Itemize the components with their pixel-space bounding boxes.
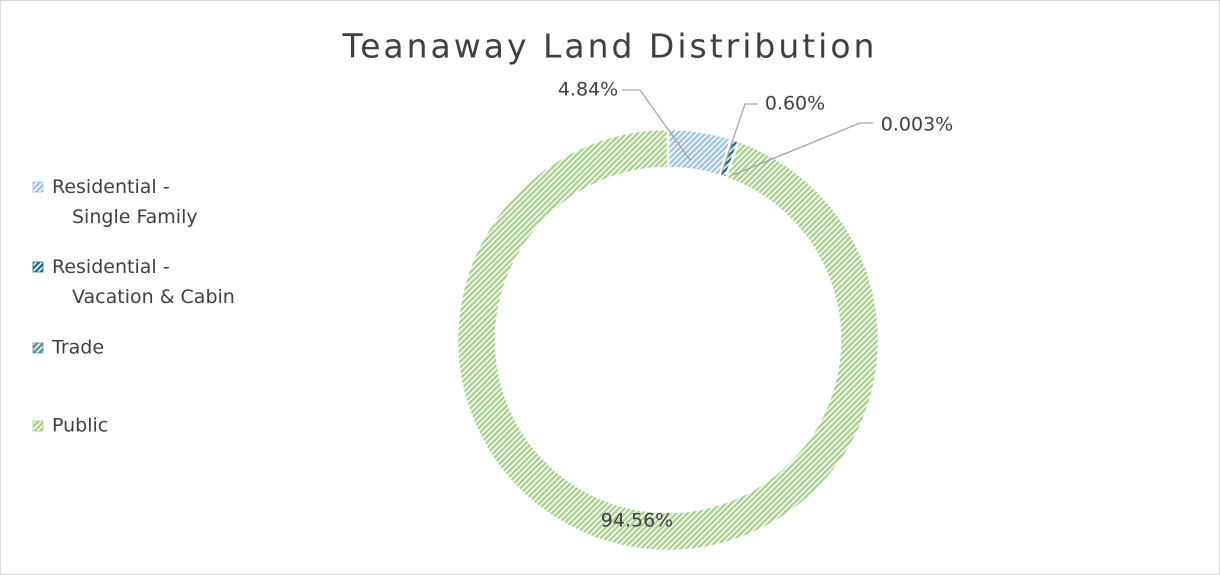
data-label: 94.56%: [601, 510, 673, 532]
legend-label: Residential - Vacation & Cabin: [52, 256, 235, 308]
data-label: 0.003%: [881, 114, 953, 136]
legend-swatch: [32, 261, 44, 273]
leader-line: [732, 122, 873, 176]
leader-line: [721, 103, 758, 173]
legend-swatch: [32, 420, 44, 432]
data-label: 4.84%: [558, 79, 618, 101]
donut-slice: [455, 127, 881, 553]
legend-swatch: [32, 181, 44, 193]
data-label: 0.60%: [765, 93, 825, 115]
legend-label: Trade: [51, 337, 104, 359]
legend-label: Residential - Single Family: [52, 176, 198, 228]
leader-line: [622, 89, 691, 161]
legend-label: Public: [52, 415, 108, 437]
chart-title: Teanaway Land Distribution: [342, 27, 878, 66]
legend-swatch: [32, 342, 44, 354]
